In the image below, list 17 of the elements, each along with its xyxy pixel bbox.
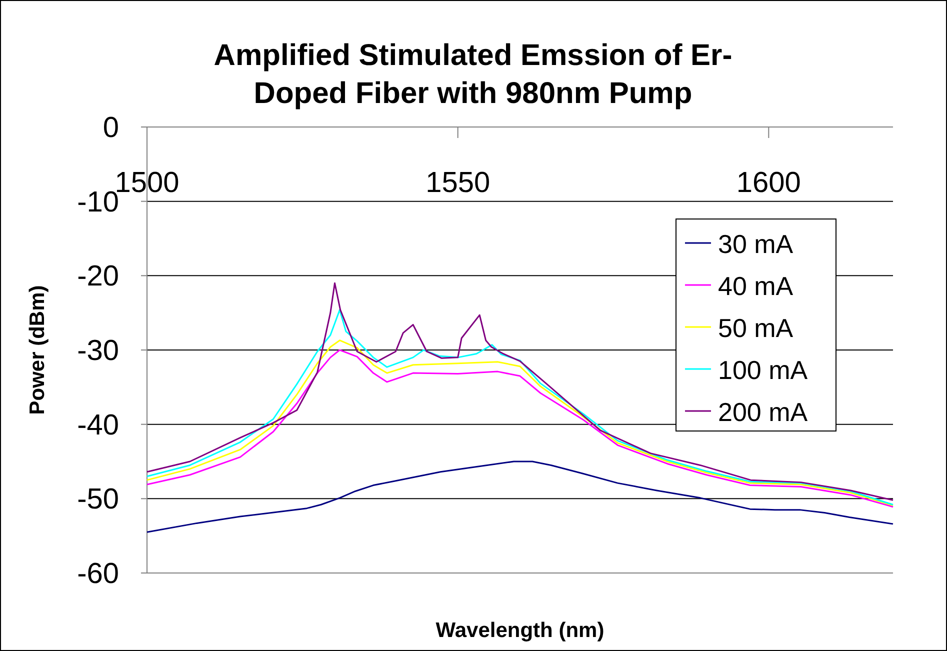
x-axis-title: Wavelength (nm) xyxy=(436,619,604,642)
x-tick-label: 1600 xyxy=(736,167,801,199)
legend-label: 100 mA xyxy=(718,355,808,385)
legend-label: 200 mA xyxy=(718,397,808,427)
y-tick-label: 0 xyxy=(102,112,119,144)
y-tick-label: -60 xyxy=(77,558,119,590)
x-tick-label: 1550 xyxy=(426,167,490,199)
chart-title: Amplified Stimulated Emssion of Er-Doped Fiber with 980nm Pump xyxy=(214,39,732,110)
y-tick-label: -50 xyxy=(77,484,119,516)
legend-label: 40 mA xyxy=(718,271,794,301)
y-tick-label: -20 xyxy=(77,260,119,293)
legend-label: 50 mA xyxy=(718,313,794,343)
line-series xyxy=(146,460,894,533)
y-tick-label: -30 xyxy=(77,335,119,367)
y-tick-label: -40 xyxy=(77,409,119,442)
legend-label: 30 mA xyxy=(718,229,794,259)
y-axis-title: Power (dBm) xyxy=(26,285,49,415)
